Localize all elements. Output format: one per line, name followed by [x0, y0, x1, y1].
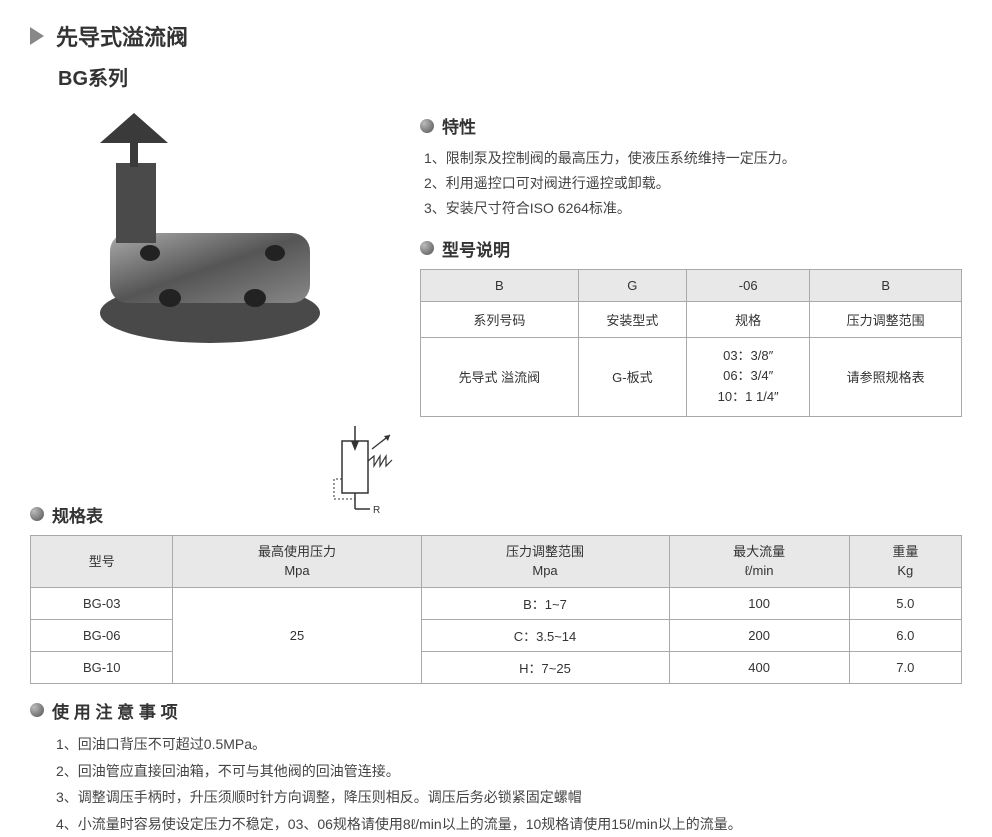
spec-cell-weight: 7.0 — [849, 651, 961, 683]
spec-cell-flow: 400 — [669, 651, 849, 683]
notes-list: 1、回油口背压不可超过0.5MPa。 2、回油管应直接回油箱，不可与其他阀的回油… — [30, 731, 962, 837]
page-subtitle: BG系列 — [58, 62, 962, 91]
bullet-icon — [420, 241, 434, 255]
features-heading: 特性 — [442, 113, 476, 138]
model-code-cell: B — [421, 269, 579, 301]
feature-item: 3、安装尺寸符合ISO 6264标准。 — [424, 196, 962, 221]
model-heading: 型号说明 — [442, 236, 510, 261]
spec-cell-range: C：3.5~14 — [421, 619, 669, 651]
left-column — [30, 103, 400, 417]
page-title-row: 先导式溢流阀 — [30, 20, 962, 52]
spec-cell-weight: 6.0 — [849, 619, 961, 651]
notes-section: 使 用 注 意 事 项 1、回油口背压不可超过0.5MPa。 2、回油管应直接回… — [30, 698, 962, 837]
model-code-cell: -06 — [687, 269, 810, 301]
spec-cell-range: H：7~25 — [421, 651, 669, 683]
spec-col-weight: 重量Kg — [849, 535, 961, 587]
model-value-cell: 先导式 溢流阀 — [421, 337, 579, 416]
spec-cell-flow: 100 — [669, 587, 849, 619]
features-heading-row: 特性 — [420, 113, 962, 138]
notes-heading: 使 用 注 意 事 项 — [52, 698, 178, 723]
note-item: 3、调整调压手柄时，升压须顺时针方向调整，降压则相反。调压后务必锁紧固定螺帽 — [56, 784, 962, 811]
hydraulic-symbol-icon: R — [332, 421, 402, 521]
spec-row: BG-06 C：3.5~14 200 6.0 — [31, 619, 962, 651]
model-code-cell: B — [810, 269, 962, 301]
model-code-row: B G -06 B — [421, 269, 962, 301]
bullet-icon — [420, 119, 434, 133]
symbol-r-label: R — [373, 505, 380, 516]
spec-cell-model: BG-10 — [31, 651, 173, 683]
spec-col-maxp: 最高使用压力Mpa — [173, 535, 421, 587]
note-item: 2、回油管应直接回油箱，不可与其他阀的回油管连接。 — [56, 758, 962, 785]
size-line: 10：1 1/4″ — [693, 387, 803, 408]
triangle-bullet-icon — [30, 27, 44, 45]
size-line: 03：3/8″ — [693, 346, 803, 367]
model-table: B G -06 B 系列号码 安装型式 规格 压力调整范围 先导式 溢流阀 — [420, 269, 962, 417]
product-image — [40, 103, 340, 353]
spec-cell-model: BG-03 — [31, 587, 173, 619]
model-label-cell: 压力调整范围 — [810, 301, 962, 337]
upper-layout: 特性 1、限制泵及控制阀的最高压力，使液压系统维持一定压力。 2、利用遥控口可对… — [30, 103, 962, 417]
model-label-cell: 规格 — [687, 301, 810, 337]
model-sizes-cell: 03：3/8″ 06：3/4″ 10：1 1/4″ — [687, 337, 810, 416]
spec-cell-weight: 5.0 — [849, 587, 961, 619]
model-value-cell: 请参照规格表 — [810, 337, 962, 416]
spec-heading: 规格表 — [52, 502, 103, 527]
spec-col-range: 压力调整范围Mpa — [421, 535, 669, 587]
model-label-cell: 安装型式 — [578, 301, 686, 337]
note-item: 4、小流量时容易使设定压力不稳定，03、06规格请使用8ℓ/min以上的流量，1… — [56, 811, 962, 837]
spec-col-model: 型号 — [31, 535, 173, 587]
note-item: 1、回油口背压不可超过0.5MPa。 — [56, 731, 962, 758]
spec-section-header-row: 规格表 R — [30, 427, 962, 527]
model-value-row: 先导式 溢流阀 G-板式 03：3/8″ 06：3/4″ 10：1 1/4″ 请… — [421, 337, 962, 416]
model-heading-row: 型号说明 — [420, 236, 962, 261]
feature-item: 1、限制泵及控制阀的最高压力，使液压系统维持一定压力。 — [424, 146, 962, 171]
spec-row: BG-10 H：7~25 400 7.0 — [31, 651, 962, 683]
notes-heading-row: 使 用 注 意 事 项 — [30, 698, 962, 723]
features-list: 1、限制泵及控制阀的最高压力，使液压系统维持一定压力。 2、利用遥控口可对阀进行… — [420, 146, 962, 222]
page-title: 先导式溢流阀 — [56, 20, 188, 52]
spec-cell-model: BG-06 — [31, 619, 173, 651]
bullet-icon — [30, 703, 44, 717]
spec-cell-range: B：1~7 — [421, 587, 669, 619]
model-label-cell: 系列号码 — [421, 301, 579, 337]
right-column: 特性 1、限制泵及控制阀的最高压力，使液压系统维持一定压力。 2、利用遥控口可对… — [420, 103, 962, 417]
model-label-row: 系列号码 安装型式 规格 压力调整范围 — [421, 301, 962, 337]
model-explain-row: B G -06 B 系列号码 安装型式 规格 压力调整范围 先导式 溢流阀 — [420, 269, 962, 417]
model-code-cell: G — [578, 269, 686, 301]
model-value-cell: G-板式 — [578, 337, 686, 416]
spec-col-flow: 最大流量ℓ/min — [669, 535, 849, 587]
spec-row: BG-03 25 B：1~7 100 5.0 — [31, 587, 962, 619]
spec-header-row: 型号 最高使用压力Mpa 压力调整范围Mpa 最大流量ℓ/min 重量Kg — [31, 535, 962, 587]
spec-cell-flow: 200 — [669, 619, 849, 651]
feature-item: 2、利用遥控口可对阀进行遥控或卸载。 — [424, 171, 962, 196]
spec-cell-maxp: 25 — [173, 587, 421, 683]
bullet-icon — [30, 507, 44, 521]
spec-table: 型号 最高使用压力Mpa 压力调整范围Mpa 最大流量ℓ/min 重量Kg BG… — [30, 535, 962, 684]
size-line: 06：3/4″ — [693, 366, 803, 387]
